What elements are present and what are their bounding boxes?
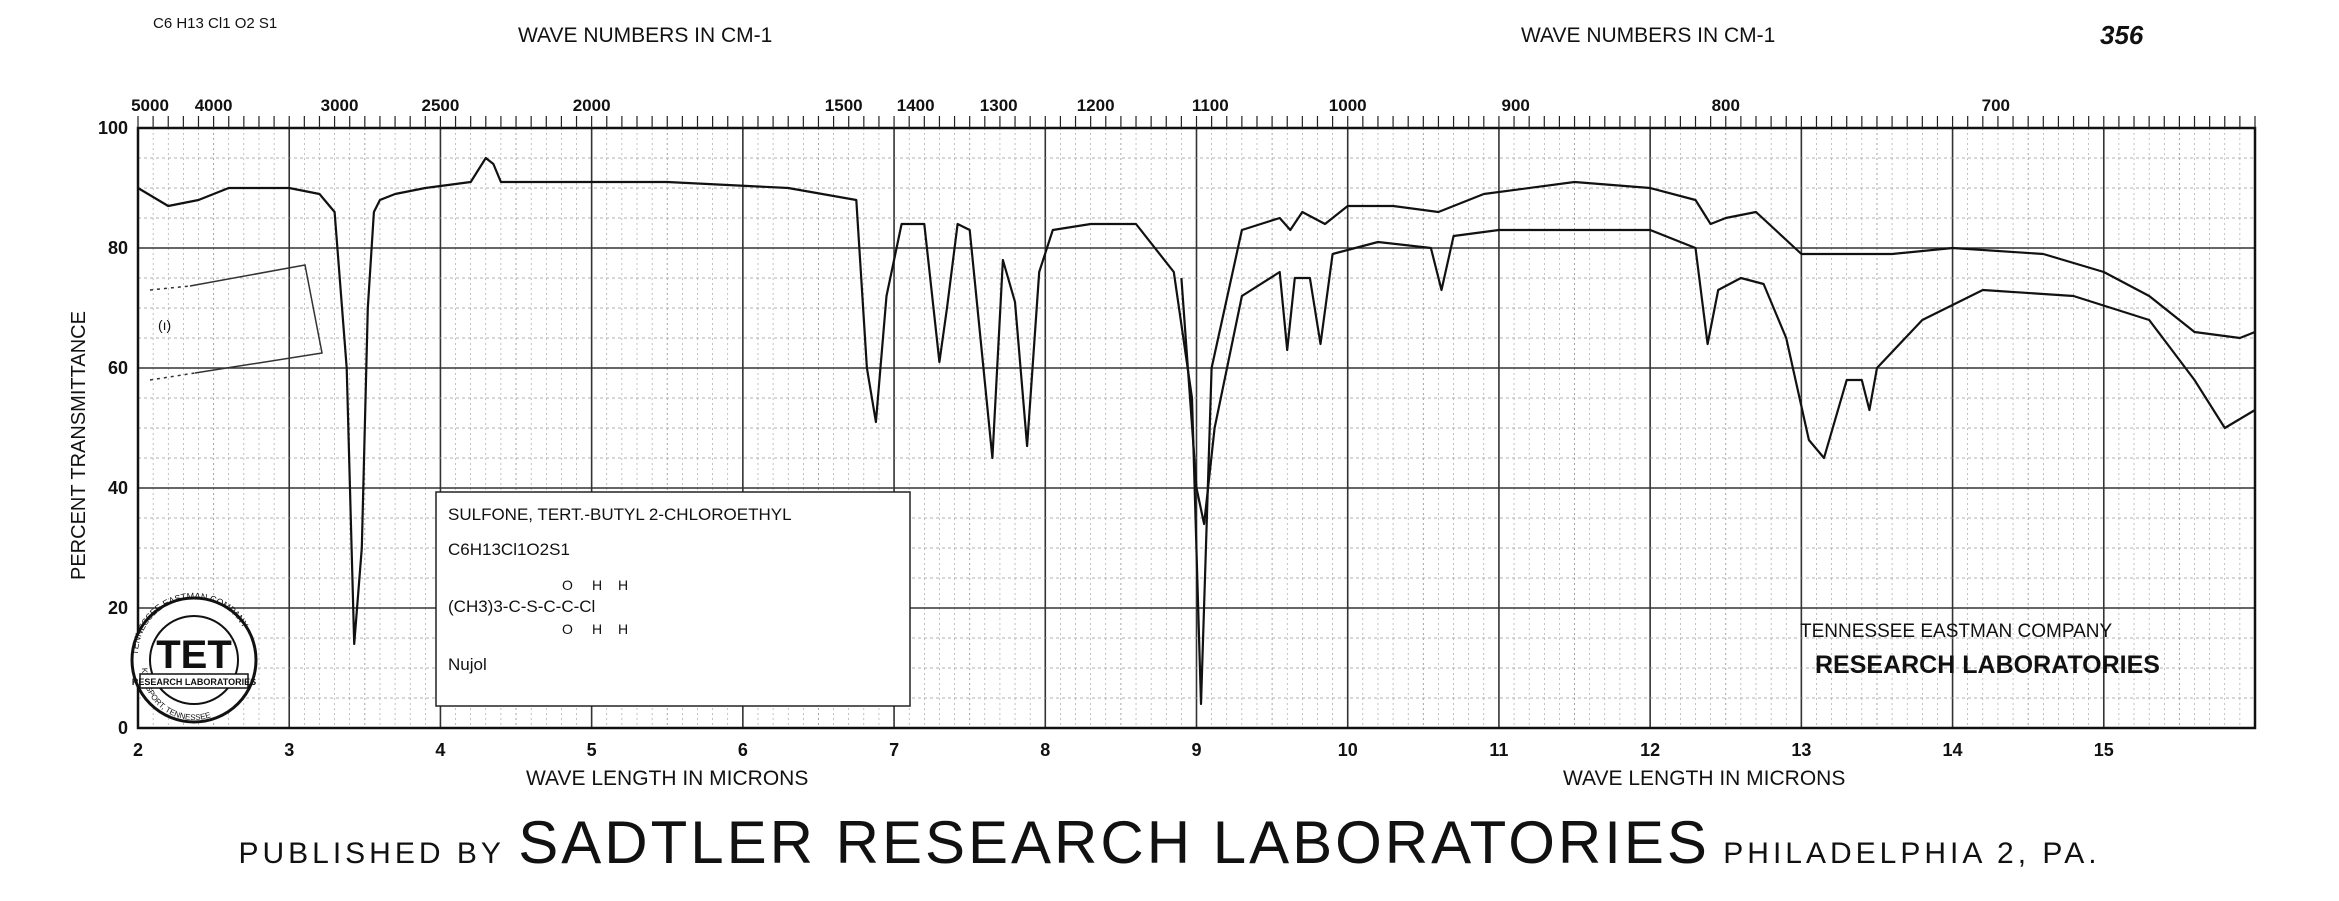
x-tick-label: 6	[738, 740, 748, 760]
structure-below-s: O	[562, 621, 573, 637]
wavenumber-tick-labels: 5000 4000 3000 2500 2000 1500 1400 1300 1200 1100…	[131, 96, 2010, 115]
x-tick-label: 8	[1040, 740, 1050, 760]
wavenumber-tick-label: 1100	[1192, 96, 1229, 115]
y-tick-label: 0	[118, 718, 128, 738]
x-axis-label-right: WAVE LENGTH IN MICRONS	[1563, 767, 1845, 790]
hand-drawn-scribble: (ı)	[158, 317, 171, 333]
tennessee-eastman-logo: TENNESSEE EASTMAN COMPANY KINGSPORT, TEN…	[130, 591, 258, 724]
hand-drawn-marks: (ı)	[149, 264, 323, 381]
x-tick-label: 2	[133, 740, 143, 760]
wavenumber-tick-label: 2500	[422, 96, 460, 115]
published-by: PUBLISHED BY	[238, 837, 505, 870]
logo-band	[139, 673, 249, 689]
x-tick-label: 5	[587, 740, 597, 760]
structure-formula: (CH3)3-C-S-C-C-Cl	[448, 597, 595, 616]
top-left-note: C6 H13 Cl1 O2 S1	[153, 15, 277, 32]
publisher-name: SADTLER RESEARCH LABORATORIES	[518, 809, 1710, 876]
structure-above-c2: H	[618, 577, 628, 593]
wavenumber-tick-label: 4000	[195, 96, 233, 115]
stamp-company: TENNESSEE EASTMAN COMPANY	[1800, 621, 2112, 642]
wavenumber-tick-label: 700	[1982, 96, 2010, 115]
wavenumber-tick-label: 5000	[131, 96, 169, 115]
wavenumber-tick-label: 900	[1502, 96, 1530, 115]
y-tick-label: 20	[108, 598, 128, 618]
logo-letters: TET	[156, 633, 232, 677]
structure-above-c1: H	[592, 577, 602, 593]
structure-above-s: O	[562, 577, 573, 593]
compound-label-box: SULFONE, TERT.-BUTYL 2-CHLOROETHYL C6H13…	[435, 491, 911, 707]
compound-name: SULFONE, TERT.-BUTYL 2-CHLOROETHYL	[448, 505, 792, 524]
compound-formula: C6H13Cl1O2S1	[448, 540, 570, 559]
spectrum-line-2	[1180, 228, 2256, 526]
x-tick-label: 4	[435, 740, 445, 760]
sample-number: 356	[2100, 20, 2144, 50]
x-tick-label: 15	[2094, 740, 2114, 760]
hand-drawn-dash-top	[149, 285, 191, 291]
y-tick-labels: 0 20 40 60 80 100	[98, 118, 128, 738]
x-tick-label: 13	[1791, 740, 1811, 760]
x-tick-label: 11	[1489, 740, 1508, 760]
x-tick-label: 12	[1640, 740, 1660, 760]
wavenumber-tick-label: 1500	[825, 96, 863, 115]
wavenumber-tick-label: 1300	[980, 96, 1018, 115]
y-tick-label: 60	[108, 358, 128, 378]
y-tick-label: 100	[98, 118, 128, 138]
wavenumber-tick-label: 1200	[1077, 96, 1115, 115]
top-axis-label-left: WAVE NUMBERS IN CM-1	[518, 24, 772, 47]
wavenumber-tick-label: 1000	[1329, 96, 1367, 115]
y-tick-label: 80	[108, 238, 128, 258]
publisher-city: PHILADELPHIA 2, PA.	[1723, 837, 2101, 870]
x-axis-label-left: WAVE LENGTH IN MICRONS	[526, 767, 808, 790]
hand-drawn-bracket	[189, 264, 323, 374]
structure-below-c1: H	[592, 621, 602, 637]
x-tick-label: 10	[1338, 740, 1358, 760]
spectrum-chart: 2 3 4 5 6 7 8 9 10 11 12 13 14 15 0 20 40 60 80 100 5000 40…	[68, 15, 2257, 790]
top-axis-label-right: WAVE NUMBERS IN CM-1	[1521, 24, 1775, 47]
x-tick-labels: 2 3 4 5 6 7 8 9 10 11 12 13 14 15	[133, 740, 2114, 760]
y-axis-label: PERCENT TRANSMITTANCE	[68, 311, 90, 580]
stamp-laboratories: RESEARCH LABORATORIES	[1815, 651, 2160, 679]
x-tick-label: 9	[1191, 740, 1201, 760]
y-tick-label: 40	[108, 478, 128, 498]
wavenumber-tick-label: 800	[1712, 96, 1740, 115]
publisher-footer: PUBLISHED BY SADTLER RESEARCH LABORATORI…	[0, 808, 2339, 877]
logo-band-text: RESEARCH LABORATORIES	[132, 677, 256, 687]
sample-phase: Nujol	[448, 655, 487, 674]
wavenumber-tick-label: 2000	[573, 96, 611, 115]
x-tick-label: 3	[284, 740, 294, 760]
wavenumber-tick-label: 1400	[897, 96, 935, 115]
x-tick-label: 14	[1943, 740, 1963, 760]
spectrum-series	[137, 156, 2256, 706]
wavenumber-tick-label: 3000	[321, 96, 359, 115]
compound-label-frame	[435, 491, 911, 707]
spectrum-line-1	[137, 156, 2256, 706]
structure-below-c2: H	[618, 621, 628, 637]
research-laboratories-stamp: TENNESSEE EASTMAN COMPANY RESEARCH LABOR…	[1800, 621, 2160, 679]
x-tick-label: 7	[889, 740, 899, 760]
hand-drawn-dash-bottom	[149, 372, 196, 381]
